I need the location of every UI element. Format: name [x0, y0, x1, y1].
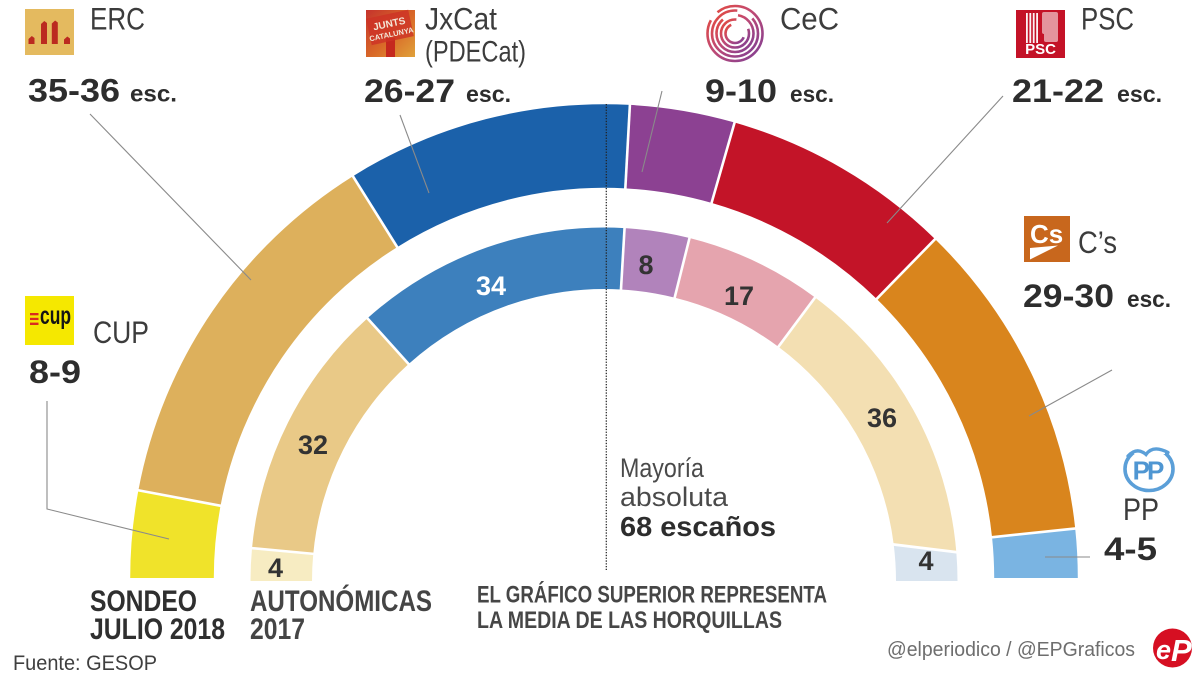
- svg-text:36: 36: [867, 403, 897, 433]
- svg-text:4: 4: [918, 546, 933, 576]
- svg-text:JxCat: JxCat: [425, 1, 497, 37]
- svg-text:Fuente: GESOP: Fuente: GESOP: [13, 651, 157, 675]
- svg-text:esc.: esc.: [1117, 81, 1162, 107]
- svg-text:8-9: 8-9: [29, 354, 81, 390]
- svg-text:esc.: esc.: [790, 81, 834, 107]
- svg-text:PSC: PSC: [1081, 1, 1134, 37]
- svg-text:Mayoría: Mayoría: [620, 453, 705, 483]
- svg-text:CUP: CUP: [93, 314, 149, 350]
- svg-text:4-5: 4-5: [1104, 531, 1157, 567]
- svg-text:EL GRÁFICO SUPERIOR REPRESENTA: EL GRÁFICO SUPERIOR REPRESENTA: [477, 581, 827, 609]
- svg-text:esc.: esc.: [130, 81, 177, 107]
- svg-text:4: 4: [268, 553, 283, 583]
- svg-text:esc.: esc.: [1127, 286, 1171, 312]
- svg-text:AUTONÓMICAS: AUTONÓMICAS: [250, 584, 432, 618]
- svg-text:CeC: CeC: [780, 1, 839, 37]
- svg-text:Cs: Cs: [1030, 219, 1063, 249]
- svg-text:68 escaños: 68 escaños: [620, 511, 776, 542]
- svg-text:C’s: C’s: [1078, 224, 1117, 260]
- svg-text:PSC: PSC: [1025, 41, 1056, 58]
- svg-text:ERC: ERC: [90, 1, 145, 37]
- svg-text:PP: PP: [1123, 491, 1159, 527]
- svg-text:2017: 2017: [250, 613, 305, 646]
- svg-text:absoluta: absoluta: [620, 482, 729, 512]
- svg-text:@elperiodico / @EPGraficos: @elperiodico / @EPGraficos: [887, 638, 1135, 661]
- svg-text:LA MEDIA DE LAS HORQUILLAS: LA MEDIA DE LAS HORQUILLAS: [477, 607, 782, 634]
- svg-text:(PDECat): (PDECat): [425, 36, 526, 69]
- svg-text:P: P: [1171, 633, 1192, 668]
- svg-text:17: 17: [724, 281, 754, 311]
- svg-text:PP: PP: [1133, 456, 1164, 486]
- svg-text:9-10: 9-10: [705, 73, 777, 109]
- svg-text:SONDEO: SONDEO: [90, 585, 197, 618]
- svg-text:cup: cup: [40, 302, 71, 330]
- svg-text:34: 34: [476, 271, 506, 301]
- svg-text:JULIO 2018: JULIO 2018: [90, 613, 225, 646]
- svg-text:esc.: esc.: [466, 81, 511, 107]
- svg-text:e: e: [1156, 635, 1171, 665]
- svg-text:26-27: 26-27: [364, 73, 455, 109]
- svg-text:29-30: 29-30: [1023, 278, 1114, 314]
- svg-text:8: 8: [638, 250, 653, 280]
- svg-text:21-22: 21-22: [1012, 73, 1104, 109]
- svg-text:35-36: 35-36: [28, 73, 120, 109]
- svg-text:32: 32: [298, 430, 328, 460]
